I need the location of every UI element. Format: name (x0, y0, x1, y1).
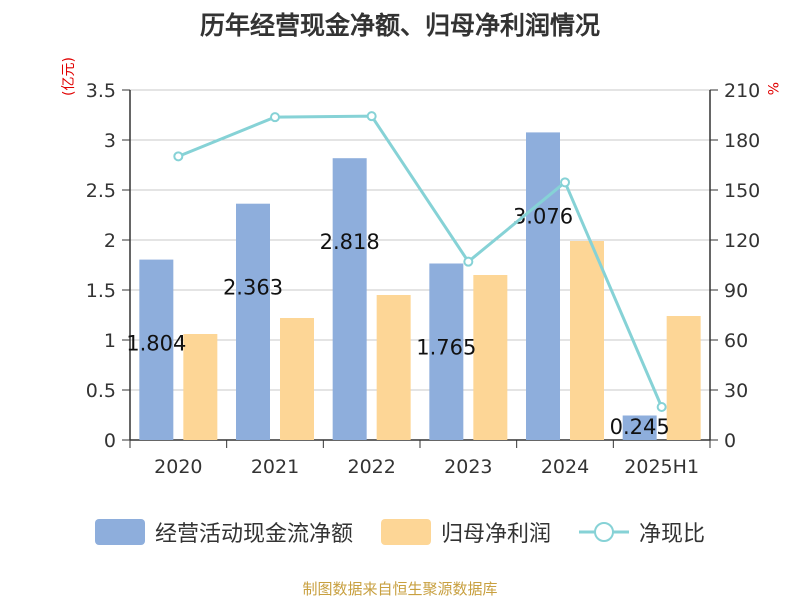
bar-net-profit (473, 275, 508, 440)
bar-cashflow (332, 158, 367, 440)
y-left-tick-label: 0 (104, 430, 116, 452)
legend-swatch-net-profit (380, 519, 431, 545)
legend-marker-ratio (594, 522, 614, 542)
y-left-tick-label: 3 (104, 130, 116, 152)
bar-cashflow (139, 259, 174, 440)
point-ratio (173, 151, 184, 162)
y-left-tick-label: 1.5 (86, 280, 116, 302)
point-ratio (656, 402, 667, 412)
y-left-tick-label: 1 (104, 330, 116, 352)
y-left-tick-label: 3.5 (86, 80, 116, 102)
legend-label-net-profit: 归母净利润 (440, 522, 551, 547)
bar-cashflow (236, 203, 270, 440)
data-label-cashflow: 2.818 (320, 230, 380, 254)
y-right-tick-label: 0 (724, 430, 736, 452)
legend-swatch-ratio (579, 522, 629, 542)
point-ratio (463, 256, 474, 267)
x-tick-label: 2025H1 (624, 456, 699, 478)
y-right-tick-label: 60 (724, 330, 748, 352)
x-tick-label: 2024 (541, 456, 589, 478)
bar-cashflow (526, 132, 560, 440)
bar-net-profit (570, 241, 604, 440)
x-tick-label: 2023 (444, 456, 492, 478)
y-left-tick-label: 0.5 (86, 380, 116, 402)
bar-net-profit (376, 295, 411, 440)
legend-item-cashflow[interactable]: 经营活动现金流净额 (94, 516, 353, 548)
y-right-tick-label: 30 (724, 380, 748, 402)
y-right-tick-label: 150 (724, 180, 760, 202)
bar-cashflow (622, 415, 657, 440)
chart-title: 历年经营现金净额、归母净利润情况 (199, 11, 600, 40)
y-right-tick-label: 180 (724, 130, 760, 152)
legend-swatch-cashflow (94, 519, 145, 545)
y-right-tick-label: 90 (724, 280, 748, 302)
y-right-tick-label: 120 (724, 230, 760, 252)
legend-item-net-profit[interactable]: 归母净利润 (380, 516, 551, 548)
x-tick-label: 2020 (154, 456, 202, 478)
bar-cashflow (429, 263, 464, 440)
data-source-note: 制图数据来自恒生聚源数据库 (302, 580, 498, 598)
line-ratio (177, 114, 664, 408)
chart-legend: 经营活动现金流净额 归母净利润 净现比 (0, 516, 800, 548)
bar-net-profit (183, 334, 218, 440)
x-tick-label: 2021 (251, 456, 299, 478)
data-label-cashflow: 0.245 (610, 415, 670, 439)
point-ratio (366, 111, 377, 122)
y-left-tick-label: 2.5 (86, 180, 116, 202)
point-ratio (270, 112, 280, 123)
legend-item-ratio[interactable]: 净现比 (579, 516, 705, 548)
legend-label-ratio: 净现比 (639, 522, 706, 547)
x-tick-label: 2022 (347, 456, 395, 478)
bar-net-profit (280, 318, 314, 440)
data-label-cashflow: 2.363 (223, 276, 283, 300)
point-ratio (560, 177, 570, 188)
y-left-tick-label: 2 (104, 230, 116, 252)
legend-label-cashflow: 经营活动现金流净额 (154, 522, 353, 547)
data-label-cashflow: 1.804 (126, 332, 186, 356)
y-right-tick-label: 210 (724, 80, 760, 102)
data-label-cashflow: 1.765 (416, 336, 476, 360)
bar-net-profit (666, 316, 701, 440)
